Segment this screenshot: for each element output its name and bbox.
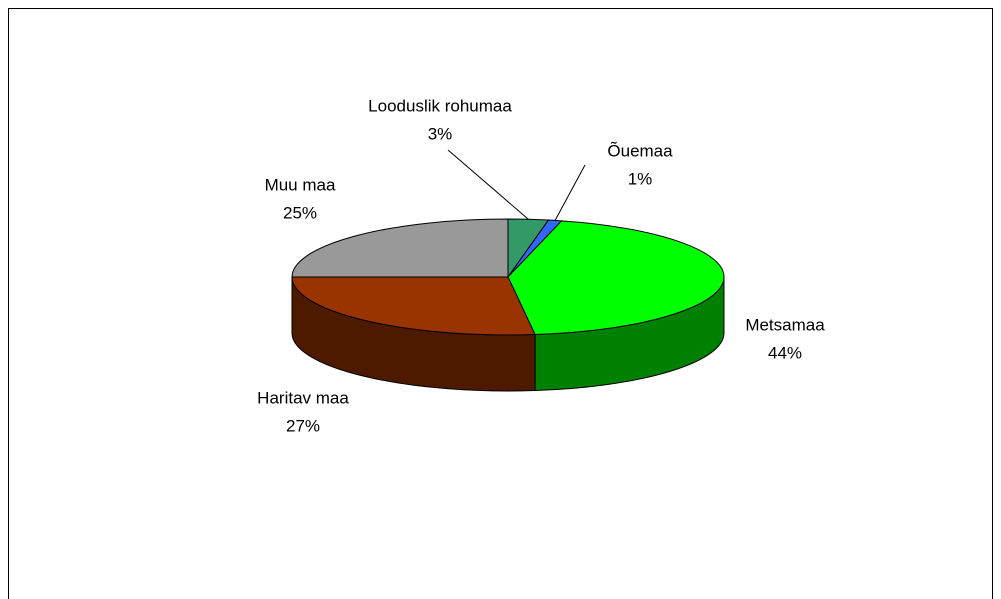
slice-value-label: 44% [768, 343, 802, 362]
leader-line [554, 164, 586, 221]
slice-label: Muu maa [265, 175, 336, 194]
slice [291, 276, 536, 336]
slice-label: Looduslik rohumaa [368, 96, 512, 115]
leader-line [447, 149, 529, 220]
slice-value-label: 1% [628, 169, 653, 188]
slice-value-label: 25% [283, 203, 317, 222]
slice [291, 218, 509, 278]
slice-value-label: 27% [286, 416, 320, 435]
slice-label: Õuemaa [607, 141, 673, 160]
slice-value-label: 3% [428, 124, 453, 143]
slice [507, 220, 725, 336]
slice-label: Metsamaa [745, 315, 825, 334]
slice-label: Haritav maa [257, 388, 349, 407]
